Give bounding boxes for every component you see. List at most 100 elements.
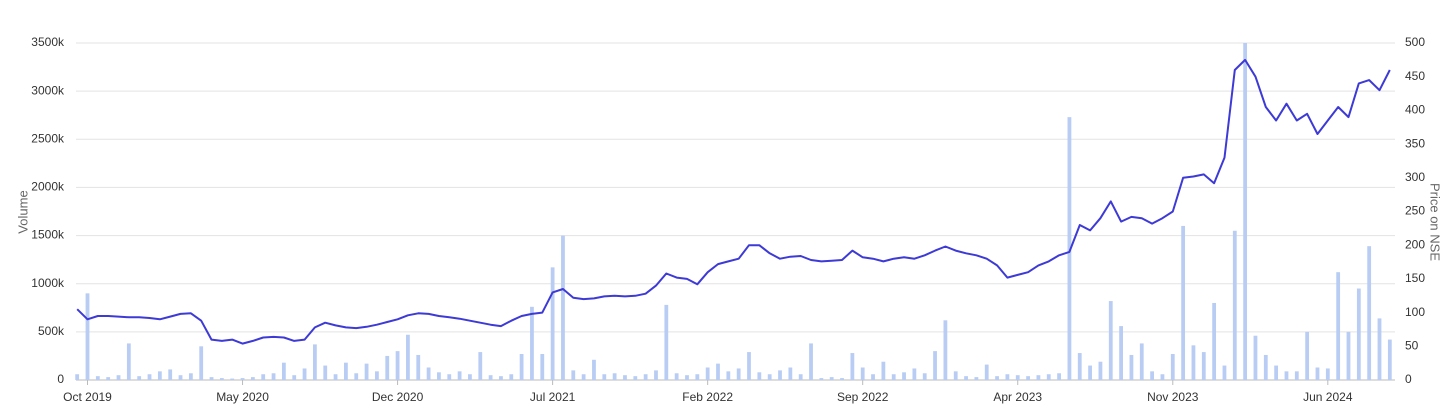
volume-bar xyxy=(736,368,741,380)
volume-bar xyxy=(406,334,410,380)
y-tick-label: 500k xyxy=(38,324,65,338)
volume-bar xyxy=(581,374,586,380)
volume-bar xyxy=(850,353,855,380)
volume-bar xyxy=(1005,374,1010,380)
volume-bar xyxy=(1150,371,1155,380)
volume-bar xyxy=(726,371,731,380)
y-tick-label: 3500k xyxy=(31,35,65,49)
volume-bar xyxy=(1243,43,1248,380)
volume-bar xyxy=(116,375,121,380)
volume-bar xyxy=(364,363,369,380)
volume-bar xyxy=(943,320,948,380)
volume-bar xyxy=(1253,335,1258,380)
volume-bar xyxy=(168,369,173,380)
x-tick-label: Dec 2020 xyxy=(372,390,424,404)
x-tick-label: Apr 2023 xyxy=(993,390,1042,404)
volume-bar xyxy=(157,371,162,380)
volume-bar xyxy=(550,267,555,380)
volume-bar xyxy=(840,378,844,380)
volume-bar xyxy=(147,374,152,380)
y-tick-label: 3000k xyxy=(31,83,65,97)
y2-tick-label: 100 xyxy=(1405,305,1425,319)
volume-bar xyxy=(416,354,421,380)
volume-bar xyxy=(281,362,286,380)
volume-bar xyxy=(178,375,183,380)
volume-bar xyxy=(912,368,917,380)
volume-bar xyxy=(375,371,379,380)
volume-bar xyxy=(685,375,689,380)
volume-bar xyxy=(643,374,648,380)
volume-bar xyxy=(499,376,503,380)
volume-bar xyxy=(437,372,441,380)
volume-bar xyxy=(881,361,886,380)
volume-bar xyxy=(571,370,576,380)
y2-tick-label: 300 xyxy=(1405,170,1425,184)
volume-bar xyxy=(333,374,338,380)
volume-bar xyxy=(509,374,514,380)
volume-bar xyxy=(219,378,224,380)
volume-bar xyxy=(902,372,906,380)
volume-bar xyxy=(344,362,348,380)
volume-bar xyxy=(953,371,958,380)
volume-bar xyxy=(1036,375,1041,380)
y2-tick-label: 150 xyxy=(1405,271,1425,285)
y2-tick-label: 200 xyxy=(1405,237,1425,251)
y-tick-label: 1000k xyxy=(31,276,65,290)
y2-axis-title: Price on NSE xyxy=(1428,183,1443,261)
volume-bar xyxy=(1232,230,1237,380)
volume-bar xyxy=(891,374,896,380)
volume-bar xyxy=(788,367,793,380)
volume-bar xyxy=(137,376,142,380)
volume-bar xyxy=(612,373,617,380)
volume-bar xyxy=(385,355,390,380)
x-tick-label: Jun 2024 xyxy=(1303,390,1353,404)
volume-bar xyxy=(250,377,255,380)
volume-bar xyxy=(540,354,545,380)
y2-tick-label: 500 xyxy=(1405,35,1425,49)
volume-bar xyxy=(1098,361,1103,380)
volume-bar xyxy=(1336,272,1341,380)
volume-bar xyxy=(654,370,658,380)
volume-bar xyxy=(778,370,782,380)
volume-bar xyxy=(292,375,297,380)
volume-bar xyxy=(829,377,834,380)
volume-bar xyxy=(1346,331,1351,380)
volume-bar xyxy=(1026,376,1030,380)
volume-bar xyxy=(126,343,131,380)
y-tick-label: 2000k xyxy=(31,180,65,194)
volume-bar xyxy=(705,367,710,380)
volume-bar xyxy=(530,306,534,380)
volume-bar xyxy=(1212,302,1217,380)
volume-bar xyxy=(209,377,214,380)
volume-bar xyxy=(1191,345,1196,380)
volume-bar xyxy=(302,368,307,380)
volume-bar xyxy=(1119,326,1123,380)
y-tick-label: 1500k xyxy=(31,228,65,242)
volume-bar xyxy=(354,373,359,380)
volume-bar xyxy=(457,371,462,380)
volume-bar xyxy=(1274,365,1279,380)
x-tick-label: Sep 2022 xyxy=(837,390,889,404)
volume-bar xyxy=(1046,374,1051,380)
x-tick-label: Feb 2022 xyxy=(682,390,733,404)
volume-bar xyxy=(860,367,865,380)
y2-tick-label: 400 xyxy=(1405,103,1425,117)
volume-bar xyxy=(188,373,193,380)
volume-bar xyxy=(1367,246,1372,380)
x-tick-label: Nov 2023 xyxy=(1147,390,1199,404)
volume-bar xyxy=(798,374,803,380)
volume-bar xyxy=(447,374,452,380)
volume-bar xyxy=(995,376,999,380)
volume-bar xyxy=(1222,365,1227,380)
volume-bar xyxy=(1356,288,1361,380)
volume-bar xyxy=(426,367,431,380)
volume-bar xyxy=(240,378,245,380)
y2-tick-label: 350 xyxy=(1405,136,1425,150)
volume-bar xyxy=(95,376,100,380)
x-tick-label: May 2020 xyxy=(216,390,269,404)
volume-bar xyxy=(85,293,90,380)
volume-bar xyxy=(1263,354,1268,380)
volume-bar xyxy=(1325,368,1330,380)
volume-bar xyxy=(623,375,627,380)
